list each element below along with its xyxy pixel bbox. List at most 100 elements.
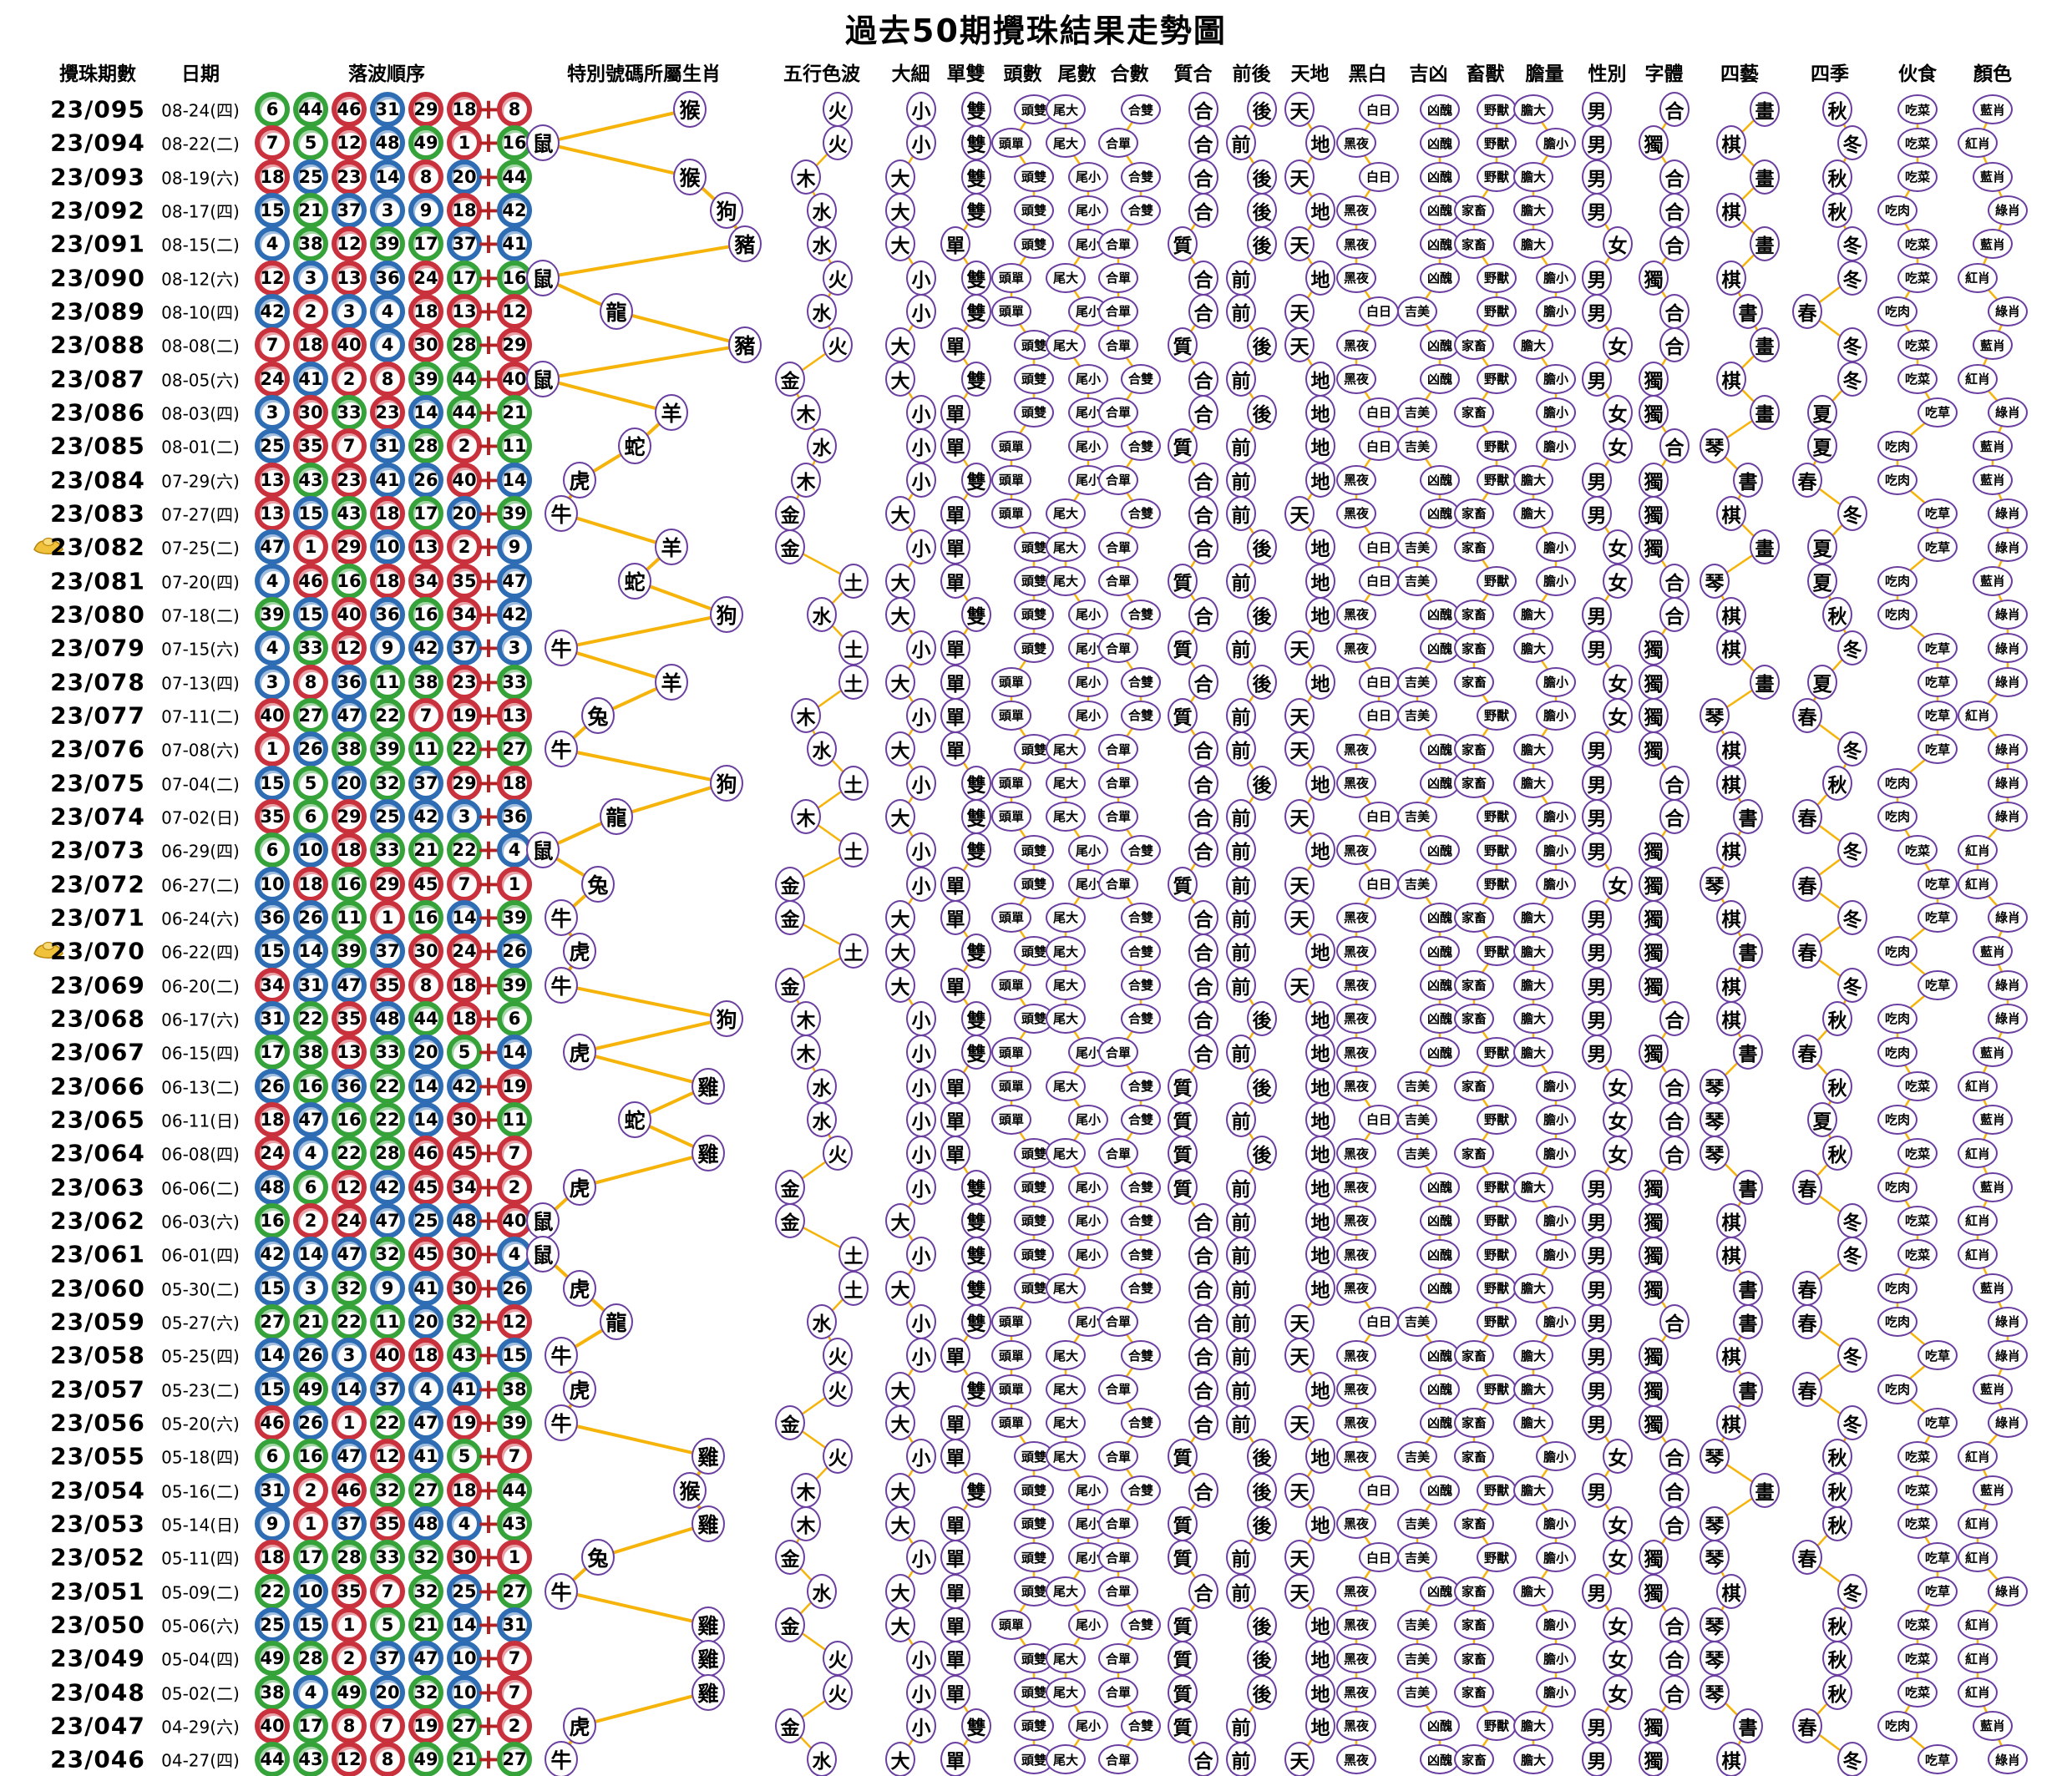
trend-node-jixiong: 吉美	[1397, 565, 1437, 596]
trend-node-qianhou: 前	[1226, 1338, 1256, 1374]
trend-node-huoshi: 吃肉	[1877, 431, 1917, 462]
drawn-ball: 27	[255, 1303, 290, 1339]
drawn-ball: 14	[332, 1371, 367, 1407]
special-ball: 42	[497, 192, 532, 228]
trend-node-tiandi: 地	[1305, 1202, 1335, 1238]
trend-node-wuxing: 木	[791, 697, 821, 733]
trend-node-danliang: 膽小	[1536, 835, 1576, 866]
special-ball: 39	[497, 967, 532, 1003]
trend-node-tiandi: 地	[1305, 192, 1335, 228]
trend-node-ziti: 合	[1659, 327, 1690, 363]
trend-node-jixiong: 凶醜	[1420, 1003, 1460, 1034]
trend-node-danliang: 膽大	[1513, 633, 1553, 664]
trend-node-heshu: 合單	[1098, 1441, 1138, 1472]
trend-node-shengxiao: 龍	[600, 797, 633, 835]
plus-sign: +	[476, 1506, 501, 1541]
date-label: 08-12(六)	[161, 269, 240, 290]
plus-sign: +	[476, 530, 501, 564]
special-ball: 7	[497, 1136, 532, 1171]
trend-node-danliang: 膽大	[1513, 1340, 1553, 1371]
trend-node-xingbie: 男	[1582, 1237, 1612, 1273]
trend-node-danshuang: 單	[940, 1606, 970, 1642]
date-label: 05-06(六)	[161, 1616, 240, 1637]
period-label: 23/080	[50, 600, 145, 629]
drawn-ball: 11	[332, 899, 367, 935]
special-ball: 7	[497, 1641, 532, 1677]
special-ball: 41	[497, 226, 532, 262]
trend-node-wuxing: 火	[823, 1136, 853, 1171]
trend-node-wuxing: 金	[775, 361, 805, 397]
trend-node-heibai: 黑夜	[1336, 1239, 1376, 1270]
plus-sign: +	[476, 496, 501, 530]
trend-node-chushou: 家畜	[1454, 969, 1494, 1000]
trend-node-qianhou: 前	[1226, 1101, 1256, 1137]
date-label: 06-22(四)	[161, 942, 240, 963]
date-label: 06-17(六)	[161, 1009, 240, 1030]
date-label: 06-03(六)	[161, 1212, 240, 1232]
trend-node-tiandi: 地	[1305, 1270, 1335, 1306]
plus-sign: +	[476, 193, 501, 227]
drawn-ball: 10	[447, 1641, 482, 1677]
trend-node-toushu: 頭單	[991, 1407, 1031, 1438]
drawn-ball: 43	[293, 462, 328, 498]
trend-node-chushou: 野獸	[1477, 296, 1517, 326]
trend-node-siji: 夏	[1807, 563, 1837, 599]
trend-node-huoshi: 吃肉	[1877, 195, 1917, 225]
trend-node-jixiong: 凶醜	[1420, 1037, 1460, 1068]
drawn-ball: 42	[370, 1169, 405, 1205]
trend-node-weishu: 尾大	[1046, 565, 1086, 596]
column-header-weishu: 尾數	[1057, 63, 1097, 85]
drawn-ball: 14	[447, 899, 482, 935]
trend-node-xingbie: 男	[1582, 1035, 1612, 1070]
trend-node-xingbie: 男	[1582, 967, 1612, 1003]
drawn-ball: 49	[255, 1641, 290, 1677]
trend-node-shengxiao: 牛	[545, 898, 578, 936]
trend-node-toushu: 頭雙	[1014, 1475, 1054, 1505]
trend-node-shengxiao: 虎	[563, 461, 596, 498]
date-label: 05-16(二)	[161, 1481, 240, 1502]
trend-node-tiandi: 地	[1305, 563, 1335, 599]
trend-node-huoshi: 吃肉	[1877, 1104, 1917, 1135]
drawn-ball: 39	[332, 934, 367, 969]
drawn-ball: 12	[332, 226, 367, 262]
drawn-ball: 33	[370, 1035, 405, 1070]
trend-node-heibai: 白日	[1359, 397, 1399, 428]
special-ball: 7	[497, 1674, 532, 1710]
column-header-daxiao: 大細	[891, 63, 930, 85]
drawn-ball: 11	[370, 1303, 405, 1339]
trend-node-siji: 冬	[1837, 1237, 1867, 1273]
trend-node-jixiong: 吉美	[1397, 296, 1437, 326]
trend-node-chushou: 野獸	[1477, 1710, 1517, 1741]
drawn-ball: 49	[408, 1742, 443, 1776]
trend-node-heshu: 合雙	[1121, 1205, 1161, 1236]
drawn-ball: 35	[293, 428, 328, 464]
trend-node-danshuang: 雙	[961, 1237, 991, 1273]
drawn-ball: 15	[255, 765, 290, 801]
trend-node-huoshi: 吃菜	[1897, 229, 1938, 260]
trend-node-xingbie: 男	[1582, 832, 1612, 868]
drawn-ball: 36	[332, 664, 367, 700]
trend-node-danshuang: 雙	[961, 192, 991, 228]
drawn-ball: 1	[447, 125, 482, 161]
trend-node-toushu: 頭雙	[1014, 1542, 1054, 1573]
trend-node-tiandi: 地	[1305, 1035, 1335, 1070]
drawn-ball: 40	[332, 327, 367, 363]
drawn-ball: 32	[447, 1303, 482, 1339]
trend-node-heshu: 合單	[1098, 229, 1138, 260]
special-ball: 39	[497, 1404, 532, 1440]
trend-node-xingbie: 男	[1582, 92, 1612, 127]
drawn-ball: 18	[255, 1101, 290, 1137]
trend-node-heibai: 黑夜	[1336, 1609, 1376, 1640]
trend-node-toushu: 頭雙	[1014, 397, 1054, 428]
plus-sign: +	[476, 1069, 501, 1103]
trend-node-heibai: 白日	[1359, 700, 1399, 731]
trend-node-siyi: 棋	[1716, 1000, 1746, 1036]
column-header-ziti: 字體	[1644, 63, 1684, 85]
trend-node-huoshi: 吃肉	[1877, 1273, 1917, 1303]
date-label: 04-27(四)	[161, 1750, 240, 1771]
trend-node-danshuang: 雙	[961, 260, 991, 296]
trend-node-siji: 冬	[1837, 832, 1867, 868]
trend-node-siyi: 畫	[1750, 226, 1780, 262]
trend-node-shengxiao: 虎	[563, 1707, 596, 1744]
trend-node-wuxing: 水	[807, 1742, 837, 1776]
